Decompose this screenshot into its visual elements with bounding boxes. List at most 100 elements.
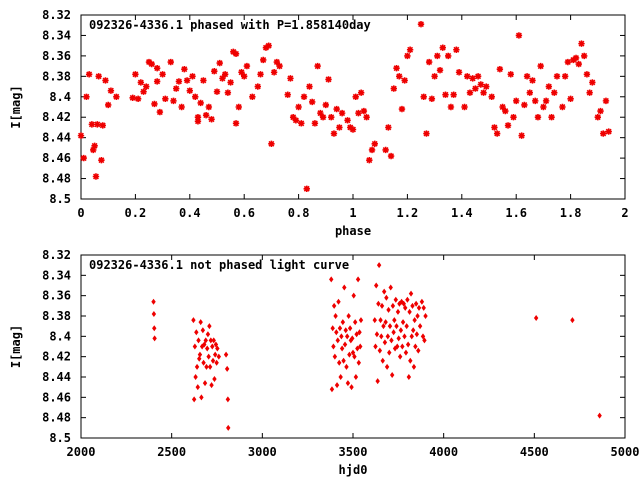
data-series bbox=[77, 21, 612, 192]
data-point bbox=[284, 91, 291, 98]
y-tick-label: 8.38 bbox=[42, 69, 71, 83]
data-point bbox=[376, 300, 381, 307]
y-tick-label: 8.34 bbox=[42, 268, 71, 282]
data-point bbox=[561, 73, 569, 80]
data-point bbox=[292, 117, 300, 124]
plot-title: 092326-4336.1 phased with P=1.858140day bbox=[89, 18, 371, 32]
x-tick-label: 2 bbox=[621, 206, 628, 220]
data-point bbox=[132, 71, 139, 78]
data-point bbox=[339, 345, 345, 352]
data-point bbox=[314, 62, 321, 70]
data-point bbox=[381, 288, 387, 295]
data-point bbox=[202, 111, 210, 119]
data-point bbox=[334, 382, 340, 389]
data-point bbox=[249, 93, 256, 100]
y-tick-label: 8.4 bbox=[49, 90, 71, 104]
data-point bbox=[107, 87, 115, 94]
data-point bbox=[151, 310, 157, 317]
data-point bbox=[533, 315, 539, 322]
data-point bbox=[223, 351, 229, 358]
data-point bbox=[401, 300, 406, 307]
data-point bbox=[276, 62, 283, 70]
data-point bbox=[210, 343, 215, 350]
data-point bbox=[450, 91, 457, 98]
data-point bbox=[181, 65, 188, 73]
data-point bbox=[95, 73, 102, 80]
data-point bbox=[241, 73, 248, 80]
data-point bbox=[387, 152, 395, 160]
x-tick-label: 4000 bbox=[429, 445, 458, 459]
y-tick-label: 8.34 bbox=[42, 28, 71, 42]
data-point bbox=[90, 146, 97, 154]
data-point bbox=[434, 52, 441, 60]
y-tick-label: 8.36 bbox=[42, 289, 71, 303]
data-point bbox=[170, 97, 177, 105]
data-point bbox=[404, 323, 409, 330]
data-point bbox=[344, 117, 351, 124]
data-point bbox=[396, 335, 401, 342]
data-point bbox=[232, 50, 240, 58]
data-point bbox=[453, 46, 460, 53]
data-point bbox=[532, 97, 539, 105]
data-point bbox=[235, 103, 242, 111]
data-point bbox=[394, 323, 399, 330]
data-point bbox=[416, 347, 421, 354]
data-point bbox=[191, 396, 197, 403]
data-point bbox=[353, 374, 359, 380]
data-point bbox=[594, 114, 601, 121]
data-point bbox=[243, 62, 251, 70]
data-point bbox=[342, 341, 348, 348]
data-point bbox=[379, 302, 385, 309]
data-point bbox=[363, 114, 370, 121]
y-tick-label: 8.36 bbox=[42, 49, 71, 63]
data-point bbox=[605, 128, 612, 135]
data-point bbox=[173, 85, 180, 92]
data-point bbox=[334, 329, 339, 336]
data-point bbox=[351, 292, 356, 299]
data-point bbox=[352, 93, 359, 100]
data-point bbox=[159, 71, 166, 78]
y-tick-label: 8.44 bbox=[42, 370, 71, 384]
data-point bbox=[526, 89, 533, 96]
x-tick-label: 3000 bbox=[248, 445, 277, 459]
data-point bbox=[213, 341, 219, 348]
data-point bbox=[404, 52, 411, 60]
data-point bbox=[581, 52, 588, 60]
data-point bbox=[212, 351, 218, 358]
x-tick-label: 1.8 bbox=[560, 206, 582, 220]
data-point bbox=[423, 313, 428, 319]
data-point bbox=[572, 54, 580, 62]
data-point bbox=[469, 75, 476, 82]
data-point bbox=[80, 154, 87, 162]
data-point bbox=[151, 298, 156, 305]
data-point bbox=[335, 337, 340, 344]
data-point bbox=[389, 371, 395, 378]
data-point bbox=[212, 376, 217, 383]
data-point bbox=[194, 114, 202, 121]
x-tick-label: 1 bbox=[349, 206, 356, 220]
data-point bbox=[413, 300, 419, 307]
data-point bbox=[339, 333, 344, 340]
data-point bbox=[349, 384, 354, 391]
data-point bbox=[211, 68, 218, 75]
data-point bbox=[254, 83, 261, 90]
data-point bbox=[352, 353, 357, 360]
data-point bbox=[371, 140, 378, 147]
data-point bbox=[545, 83, 553, 90]
data-point bbox=[214, 359, 219, 366]
data-point bbox=[409, 333, 414, 340]
data-point bbox=[338, 374, 343, 380]
data-point bbox=[224, 365, 230, 372]
data-point bbox=[423, 130, 430, 137]
data-point bbox=[385, 333, 391, 340]
data-point bbox=[360, 107, 368, 115]
x-axis-label: phase bbox=[335, 224, 371, 238]
data-point bbox=[389, 337, 394, 344]
data-point bbox=[329, 386, 335, 393]
data-point bbox=[403, 349, 409, 356]
data-point bbox=[488, 93, 495, 100]
data-point bbox=[411, 363, 417, 370]
data-point bbox=[205, 103, 213, 111]
x-tick-label: 0.8 bbox=[288, 206, 310, 220]
data-point bbox=[330, 325, 335, 332]
